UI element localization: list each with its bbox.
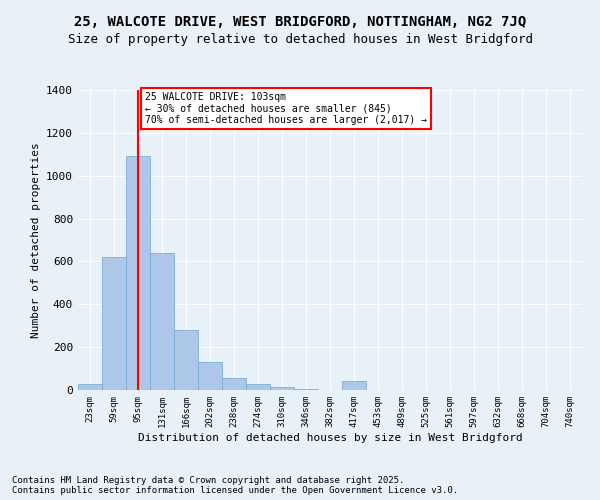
Bar	[198, 362, 222, 390]
Text: Size of property relative to detached houses in West Bridgford: Size of property relative to detached ho…	[67, 32, 533, 46]
Bar	[174, 330, 198, 390]
Bar	[294, 389, 318, 390]
Bar	[270, 387, 294, 390]
Bar	[246, 384, 270, 390]
Text: 25 WALCOTE DRIVE: 103sqm
← 30% of detached houses are smaller (845)
70% of semi-: 25 WALCOTE DRIVE: 103sqm ← 30% of detach…	[145, 92, 427, 126]
Bar	[150, 253, 174, 390]
Bar	[78, 384, 102, 390]
Bar	[342, 382, 366, 390]
Bar	[102, 257, 126, 390]
X-axis label: Distribution of detached houses by size in West Bridgford: Distribution of detached houses by size …	[137, 432, 523, 442]
Bar	[222, 378, 246, 390]
Text: Contains HM Land Registry data © Crown copyright and database right 2025.
Contai: Contains HM Land Registry data © Crown c…	[12, 476, 458, 495]
Y-axis label: Number of detached properties: Number of detached properties	[31, 142, 41, 338]
Bar	[126, 156, 150, 390]
Text: 25, WALCOTE DRIVE, WEST BRIDGFORD, NOTTINGHAM, NG2 7JQ: 25, WALCOTE DRIVE, WEST BRIDGFORD, NOTTI…	[74, 15, 526, 29]
